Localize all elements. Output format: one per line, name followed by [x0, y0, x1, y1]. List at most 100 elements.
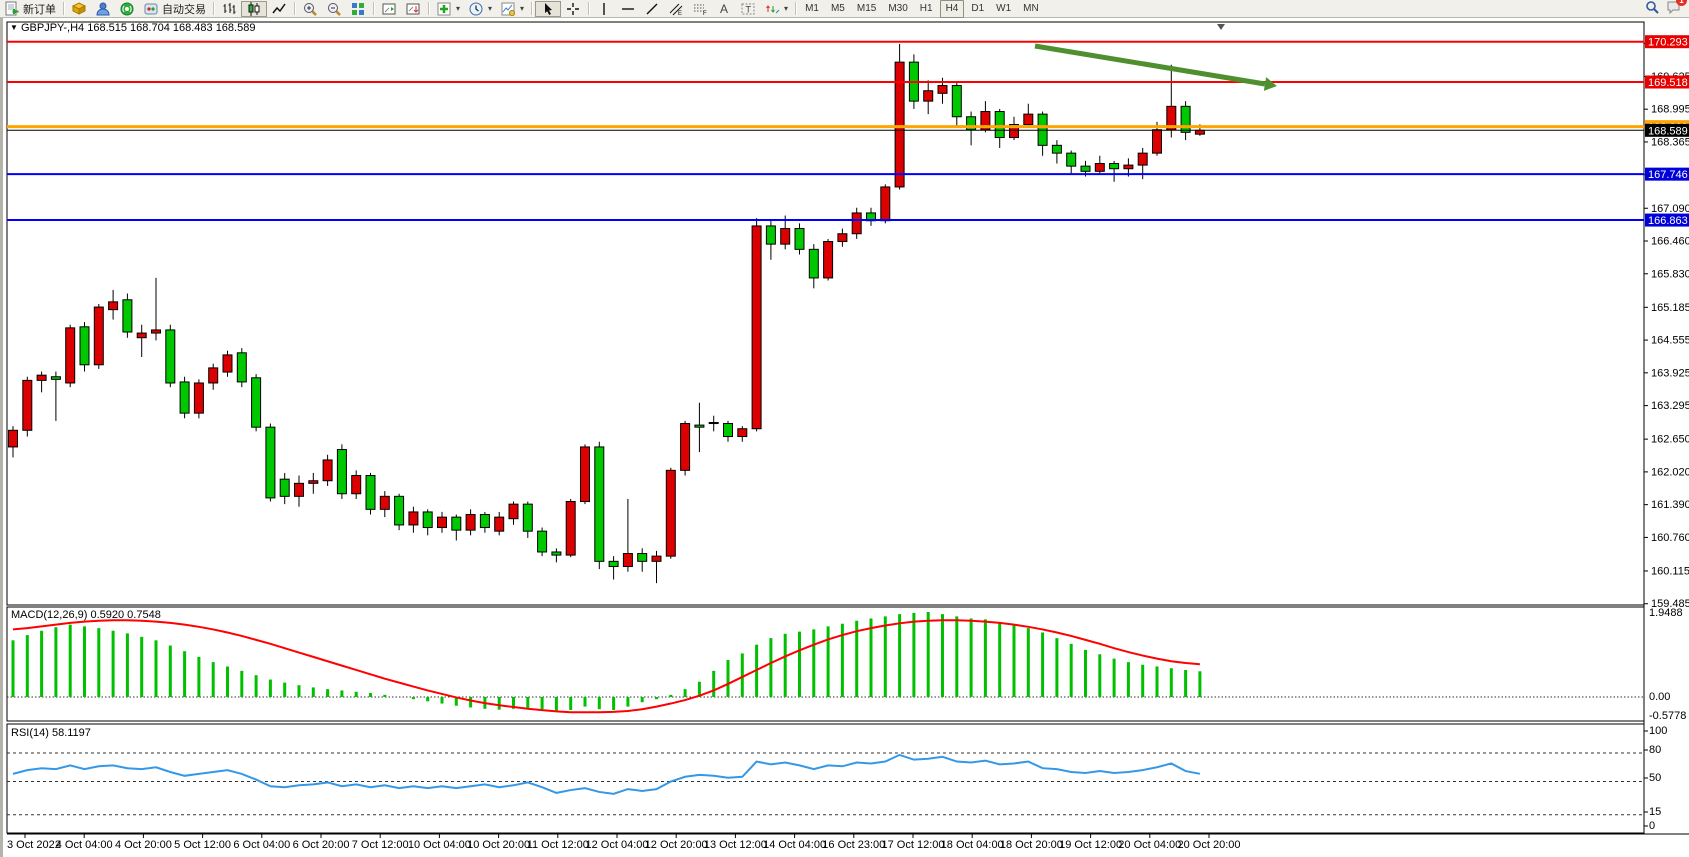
candle: [723, 423, 733, 438]
price-tag: [1645, 75, 1689, 89]
new-order-icon: [4, 1, 20, 17]
zoom-out-icon: [326, 1, 342, 17]
candle: [1152, 129, 1162, 154]
chevron-down-icon[interactable]: ▾: [456, 4, 461, 13]
price-tick-label: 160.115: [1651, 565, 1689, 577]
price-tick-label: 163.295: [1651, 400, 1689, 412]
chart-window: ▼ GBPJPY-,H4 168.515 168.704 168.483 168…: [0, 17, 1689, 857]
toolbar-separator: [795, 2, 797, 15]
candle: [251, 377, 262, 428]
timeframe-mn-button[interactable]: MN: [1023, 2, 1039, 14]
template-button[interactable]: ▾: [496, 1, 528, 17]
data-window-button[interactable]: [91, 1, 115, 17]
market-watch-button[interactable]: [67, 1, 91, 17]
chart-ohlc-values: 168.515 168.704 168.483 168.589: [87, 22, 256, 34]
chart-shift-marker[interactable]: [1217, 24, 1225, 30]
price-tag: [1645, 213, 1689, 227]
candle: [1009, 124, 1019, 139]
text-label-button[interactable]: T: [736, 1, 760, 17]
zoom-in-button[interactable]: [298, 1, 322, 17]
price-tick-label: 162.650: [1651, 434, 1689, 446]
candle: [1109, 163, 1120, 170]
candle: [308, 480, 319, 484]
chevron-down-icon[interactable]: ▾: [784, 4, 789, 13]
data-window-icon: [95, 1, 111, 17]
toolbar-separator: [373, 2, 374, 15]
channel-button[interactable]: E: [664, 1, 688, 17]
main-toolbar: 新订单 自动交易 ▾ ▾ ▾ E F A T ▾ M1 M5 M15 M30 H1 H4 D1 W1 MN 1: [0, 0, 1689, 18]
vline-button[interactable]: [592, 1, 616, 17]
candle: [837, 233, 848, 243]
hline-button[interactable]: [616, 1, 640, 17]
tile-windows-icon: [350, 1, 366, 17]
timeframe-h1-button[interactable]: H1: [919, 2, 933, 14]
timeframe-m30-button[interactable]: M30: [888, 2, 908, 14]
chevron-down-icon[interactable]: ▼: [10, 23, 18, 32]
vline-icon: [596, 1, 612, 17]
timeframe-d1-button[interactable]: D1: [971, 2, 985, 14]
time-tick-label: 4 Oct 20:00: [115, 839, 172, 851]
candle: [50, 376, 61, 380]
candle: [1180, 105, 1191, 133]
add-indicator-button[interactable]: ▾: [432, 1, 464, 17]
candle: [65, 327, 76, 384]
chevron-down-icon[interactable]: ▾: [488, 4, 493, 13]
toolbar-separator: [63, 2, 64, 15]
timeframe-w1-button[interactable]: W1: [996, 2, 1012, 14]
price-tick-label: 165.830: [1651, 268, 1689, 280]
price-tag-label: 170.293: [1648, 37, 1688, 49]
cursor-button[interactable]: [535, 0, 562, 17]
timeframe-m1-button[interactable]: M1: [805, 2, 819, 14]
notifications-button[interactable]: 1: [1666, 0, 1687, 18]
text-button[interactable]: A: [712, 1, 736, 17]
timeframe-m15-button[interactable]: M15: [856, 2, 877, 14]
fibonacci-button[interactable]: F: [688, 1, 712, 17]
trendline-button[interactable]: [640, 1, 664, 17]
candle: [1123, 164, 1134, 170]
candlestick-button[interactable]: [241, 0, 267, 17]
candle: [1194, 129, 1205, 135]
timeframe-m5-button[interactable]: M5: [830, 2, 845, 14]
price-tick-label: 162.020: [1651, 466, 1689, 478]
line-chart-icon: [271, 1, 287, 17]
bar-chart-button[interactable]: [217, 1, 241, 17]
trendline-icon: [644, 1, 660, 17]
candle: [651, 555, 662, 562]
period-button[interactable]: ▾: [464, 1, 496, 17]
tile-windows-button[interactable]: [346, 1, 370, 17]
macd-scale-label: 0.00: [1649, 691, 1670, 703]
candle: [1094, 163, 1105, 172]
new-order-button[interactable]: 新订单: [0, 1, 60, 17]
line-chart-button[interactable]: [267, 1, 291, 17]
chevron-down-icon[interactable]: ▾: [520, 4, 525, 13]
toolbar-separator: [294, 2, 295, 15]
candle: [608, 560, 619, 568]
price-tick-label: 167.090: [1651, 203, 1689, 215]
macd-scale-label: -0.5778: [1649, 710, 1686, 722]
zoom-out-button[interactable]: [322, 1, 346, 17]
zoom-in-icon: [302, 1, 318, 17]
market-watch-icon: [71, 1, 87, 17]
candle: [823, 241, 834, 279]
candle: [508, 503, 519, 520]
candle: [79, 326, 90, 366]
time-tick-label: 13 Oct 12:00: [704, 839, 767, 851]
candle: [408, 511, 419, 526]
arrows-button[interactable]: ▾: [760, 1, 792, 17]
timeframe-h4-button[interactable]: H4: [939, 0, 965, 18]
autotrade-button[interactable]: 自动交易: [139, 1, 210, 17]
hline-icon: [620, 1, 636, 17]
autotrade-icon: [143, 1, 159, 17]
autotrade-button-label: 自动交易: [162, 3, 206, 16]
chart-shift-button[interactable]: [377, 1, 401, 17]
autoscroll-button[interactable]: [401, 1, 425, 17]
time-tick-label: 7 Oct 12:00: [352, 839, 409, 851]
candle: [1066, 152, 1077, 167]
crosshair-button[interactable]: [561, 1, 585, 17]
price-tag: [1645, 35, 1689, 49]
candle: [951, 85, 962, 118]
candle: [394, 495, 405, 526]
search-button[interactable]: [1644, 0, 1660, 18]
trend-arrow[interactable]: [1034, 43, 1266, 87]
navigator-button[interactable]: [115, 1, 139, 17]
